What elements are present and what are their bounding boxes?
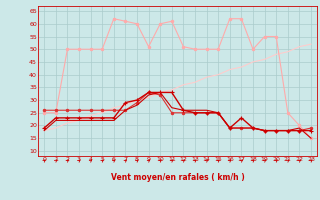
X-axis label: Vent moyen/en rafales ( km/h ): Vent moyen/en rafales ( km/h ) xyxy=(111,174,244,182)
